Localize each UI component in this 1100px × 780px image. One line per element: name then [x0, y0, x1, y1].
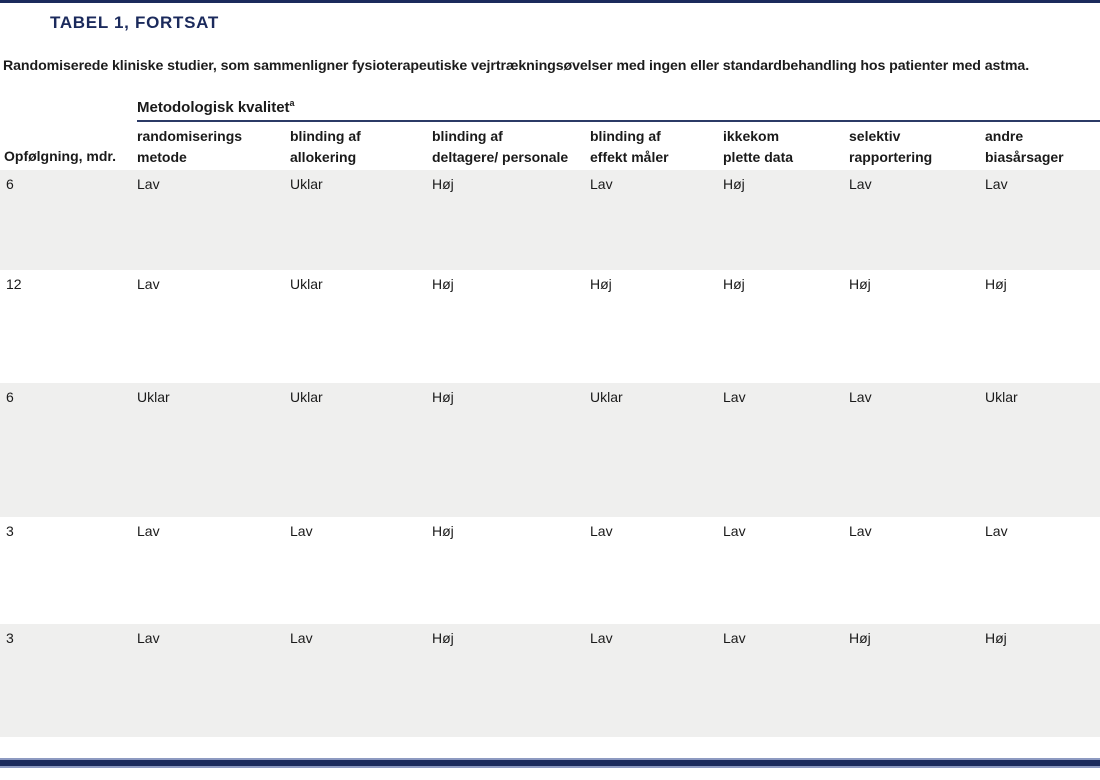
table-cell: 3	[6, 523, 14, 539]
column-header-label: metode	[137, 148, 187, 165]
table-cell: Høj	[849, 276, 871, 292]
table-cell: Lav	[849, 523, 872, 539]
table-cell: Lav	[137, 176, 160, 192]
column-header-label: randomiserings	[137, 128, 243, 145]
table-cell: Høj	[985, 630, 1007, 646]
column-header-opfolgning: Opfølgning, mdr.	[0, 147, 137, 170]
table-cell: Høj	[723, 176, 745, 192]
table-cell: Uklar	[290, 276, 323, 292]
column-header-label: rapportering	[849, 148, 933, 165]
table-row: 12 Lav Uklar Høj Høj Høj Høj Høj	[0, 270, 1100, 383]
table-cell: Høj	[985, 276, 1007, 292]
column-header-label: blinding af	[290, 128, 361, 145]
table-cell: Høj	[432, 523, 454, 539]
group-header-metodologisk-kvalitet: Metodologisk kvaliteta	[137, 97, 1100, 122]
bottom-rule	[0, 758, 1100, 768]
table-cell: 6	[6, 176, 14, 192]
column-header-blinding-allokering: blinding af allokering	[290, 126, 432, 170]
table-row: 6 Uklar Uklar Høj Uklar Lav Lav Uklar	[0, 383, 1100, 517]
table-cell: Uklar	[137, 389, 170, 405]
table-cell: Uklar	[290, 389, 323, 405]
column-header-andre-biasaarsager: andre biasårsager	[985, 126, 1100, 170]
quality-table: Opfølgning, mdr. Metodologisk kvaliteta …	[0, 95, 1100, 737]
column-header-randomisering: randomiserings metode	[137, 126, 290, 170]
table-cell: Høj	[432, 630, 454, 646]
column-header-label: Opfølgning, mdr.	[4, 148, 116, 165]
table-cell: Høj	[432, 176, 454, 192]
column-header-label: ikkekom	[723, 128, 780, 145]
table-cell: Lav	[723, 630, 746, 646]
column-header-label: blinding af	[432, 128, 503, 145]
page-title: TABEL 1, FORTSAT	[50, 13, 219, 32]
table-cell: Lav	[137, 523, 160, 539]
column-header-label: effekt måler	[590, 148, 669, 165]
table-row: 3 Lav Lav Høj Lav Lav Høj Høj	[0, 624, 1100, 737]
group-header-label: Metodologisk kvalitet	[137, 98, 290, 116]
table-cell: Lav	[849, 389, 872, 405]
column-header-blinding-deltagere: blinding af deltagere/ personale	[432, 126, 590, 170]
group-header-superscript: a	[289, 97, 295, 108]
table-cell: Lav	[137, 276, 160, 292]
table-cell: Lav	[290, 630, 313, 646]
column-header-label: allokering	[290, 148, 357, 165]
column-header-label: selektiv	[849, 128, 901, 145]
table-cell: Uklar	[985, 389, 1018, 405]
table-cell: Lav	[290, 523, 313, 539]
table-cell: Lav	[590, 630, 613, 646]
table-subtitle: Randomiserede kliniske studier, som samm…	[3, 58, 1030, 74]
table-header: Opfølgning, mdr. Metodologisk kvaliteta …	[0, 95, 1100, 170]
column-header-selektiv-rapportering: selektiv rapportering	[849, 126, 985, 170]
table-cell: Uklar	[290, 176, 323, 192]
table-cell: Lav	[137, 630, 160, 646]
column-header-ikkekomplette-data: ikkekom plette data	[723, 126, 849, 170]
table-row: 6 Lav Uklar Høj Lav Høj Lav Lav	[0, 170, 1100, 270]
column-header-label: deltagere/ personale	[432, 148, 569, 165]
column-header-label: biasårsager	[985, 148, 1064, 165]
table-cell: 6	[6, 389, 14, 405]
table-cell: Høj	[723, 276, 745, 292]
table-cell: Høj	[432, 276, 454, 292]
table-cell: Lav	[590, 523, 613, 539]
table-cell: 12	[6, 276, 22, 292]
top-rule	[0, 0, 1100, 3]
table-row: 3 Lav Lav Høj Lav Lav Lav Lav	[0, 517, 1100, 624]
column-header-blinding-effektmaaler: blinding af effekt måler	[590, 126, 723, 170]
table-cell: Lav	[985, 176, 1008, 192]
column-header-label: plette data	[723, 148, 794, 165]
table-cell: Høj	[432, 389, 454, 405]
column-header-label: blinding af	[590, 128, 661, 145]
table-cell: Uklar	[590, 389, 623, 405]
table-cell: Høj	[849, 630, 871, 646]
column-header-label: andre	[985, 128, 1024, 145]
table-cell: Lav	[985, 523, 1008, 539]
table-cell: Høj	[590, 276, 612, 292]
table-cell: 3	[6, 630, 14, 646]
table-cell: Lav	[723, 523, 746, 539]
table-cell: Lav	[849, 176, 872, 192]
table-cell: Lav	[590, 176, 613, 192]
table-cell: Lav	[723, 389, 746, 405]
